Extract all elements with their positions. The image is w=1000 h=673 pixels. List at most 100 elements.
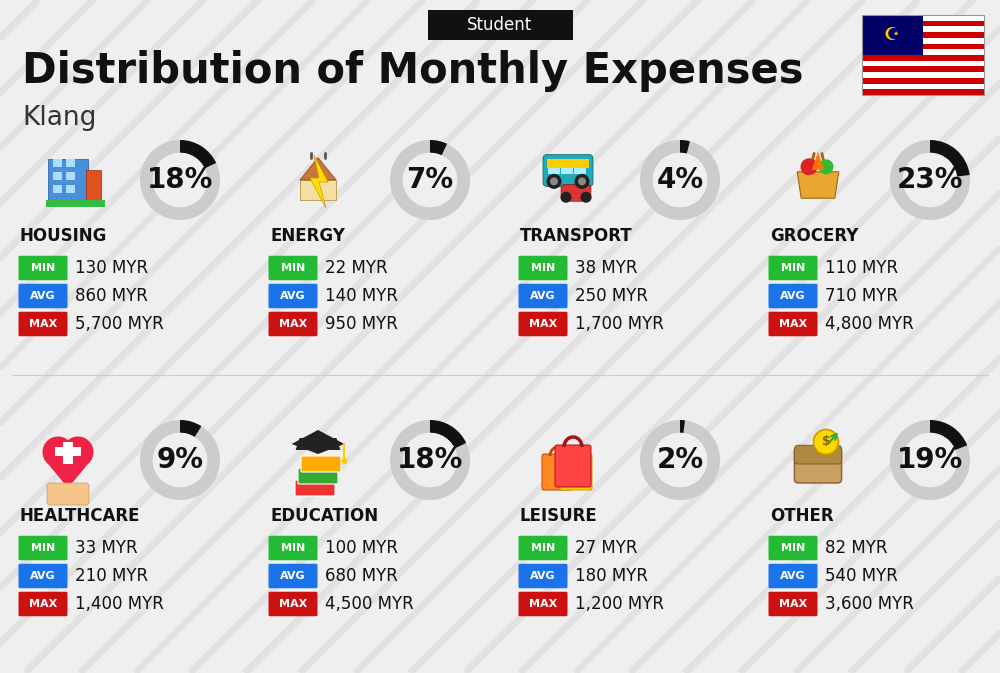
Text: Student: Student: [467, 16, 533, 34]
Text: 1,200 MYR: 1,200 MYR: [575, 595, 664, 613]
Text: $: $: [822, 435, 830, 448]
FancyBboxPatch shape: [794, 446, 842, 464]
Text: 7%: 7%: [406, 166, 454, 194]
Circle shape: [903, 433, 957, 487]
Text: AVG: AVG: [530, 571, 556, 581]
FancyBboxPatch shape: [268, 256, 318, 280]
Text: 860 MYR: 860 MYR: [75, 287, 148, 305]
Polygon shape: [292, 430, 344, 454]
Wedge shape: [140, 420, 220, 500]
FancyBboxPatch shape: [301, 456, 341, 472]
FancyBboxPatch shape: [86, 170, 101, 201]
Circle shape: [403, 153, 457, 207]
Polygon shape: [300, 180, 336, 200]
FancyBboxPatch shape: [518, 312, 568, 336]
Text: 250 MYR: 250 MYR: [575, 287, 648, 305]
Text: MIN: MIN: [31, 543, 55, 553]
FancyBboxPatch shape: [53, 185, 62, 193]
Text: 5,700 MYR: 5,700 MYR: [75, 315, 164, 333]
Text: 4,500 MYR: 4,500 MYR: [325, 595, 414, 613]
FancyBboxPatch shape: [862, 15, 923, 55]
Text: MAX: MAX: [529, 319, 557, 329]
FancyBboxPatch shape: [862, 72, 984, 78]
FancyBboxPatch shape: [268, 592, 318, 616]
FancyBboxPatch shape: [548, 164, 560, 174]
Wedge shape: [390, 140, 470, 220]
Text: 22 MYR: 22 MYR: [325, 259, 388, 277]
Wedge shape: [890, 140, 970, 220]
Text: TRANSPORT: TRANSPORT: [520, 227, 633, 245]
FancyBboxPatch shape: [862, 44, 984, 49]
Circle shape: [819, 160, 834, 174]
Text: 110 MYR: 110 MYR: [825, 259, 898, 277]
Text: 1,400 MYR: 1,400 MYR: [75, 595, 164, 613]
Text: 680 MYR: 680 MYR: [325, 567, 398, 585]
Text: AVG: AVG: [30, 571, 56, 581]
Circle shape: [341, 458, 347, 464]
FancyBboxPatch shape: [53, 159, 62, 167]
FancyBboxPatch shape: [428, 10, 572, 40]
Text: LEISURE: LEISURE: [520, 507, 598, 525]
Text: 140 MYR: 140 MYR: [325, 287, 398, 305]
FancyBboxPatch shape: [63, 442, 73, 464]
Text: MIN: MIN: [781, 543, 805, 553]
Text: 3,600 MYR: 3,600 MYR: [825, 595, 914, 613]
FancyBboxPatch shape: [298, 468, 338, 484]
Text: 23%: 23%: [897, 166, 963, 194]
Circle shape: [403, 433, 457, 487]
Wedge shape: [430, 420, 466, 448]
Polygon shape: [310, 155, 328, 208]
Wedge shape: [640, 420, 720, 500]
Text: Distribution of Monthly Expenses: Distribution of Monthly Expenses: [22, 50, 804, 92]
FancyBboxPatch shape: [769, 536, 818, 560]
FancyBboxPatch shape: [47, 483, 89, 505]
Text: MIN: MIN: [31, 263, 55, 273]
FancyBboxPatch shape: [769, 564, 818, 588]
Text: 38 MYR: 38 MYR: [575, 259, 637, 277]
Text: 4,800 MYR: 4,800 MYR: [825, 315, 914, 333]
Text: 33 MYR: 33 MYR: [75, 539, 138, 557]
FancyBboxPatch shape: [66, 185, 75, 193]
FancyBboxPatch shape: [547, 159, 589, 168]
Polygon shape: [812, 152, 824, 170]
FancyBboxPatch shape: [555, 445, 591, 487]
Text: MAX: MAX: [29, 319, 57, 329]
FancyBboxPatch shape: [769, 312, 818, 336]
FancyBboxPatch shape: [46, 200, 105, 207]
FancyBboxPatch shape: [561, 164, 573, 174]
Text: 710 MYR: 710 MYR: [825, 287, 898, 305]
Text: MIN: MIN: [281, 263, 305, 273]
Text: 18%: 18%: [397, 446, 463, 474]
Text: 130 MYR: 130 MYR: [75, 259, 148, 277]
Text: ☪: ☪: [883, 26, 899, 44]
FancyBboxPatch shape: [862, 83, 984, 90]
Wedge shape: [180, 140, 216, 168]
FancyBboxPatch shape: [862, 90, 984, 95]
FancyBboxPatch shape: [268, 284, 318, 308]
Circle shape: [546, 174, 562, 189]
FancyBboxPatch shape: [18, 256, 68, 280]
Text: 180 MYR: 180 MYR: [575, 567, 648, 585]
FancyBboxPatch shape: [862, 55, 984, 61]
Text: 2%: 2%: [656, 446, 704, 474]
Text: AVG: AVG: [780, 291, 806, 301]
Text: 18%: 18%: [147, 166, 213, 194]
FancyBboxPatch shape: [561, 184, 591, 201]
FancyBboxPatch shape: [518, 536, 568, 560]
Text: AVG: AVG: [780, 571, 806, 581]
Text: AVG: AVG: [280, 571, 306, 581]
Text: 210 MYR: 210 MYR: [75, 567, 148, 585]
Text: HEALTHCARE: HEALTHCARE: [20, 507, 140, 525]
FancyBboxPatch shape: [518, 592, 568, 616]
Wedge shape: [930, 420, 967, 450]
FancyBboxPatch shape: [862, 61, 984, 67]
FancyBboxPatch shape: [862, 67, 984, 72]
Text: Klang: Klang: [22, 105, 96, 131]
Wedge shape: [680, 420, 685, 433]
FancyBboxPatch shape: [295, 480, 335, 496]
Text: MIN: MIN: [531, 543, 555, 553]
Wedge shape: [180, 420, 201, 437]
FancyBboxPatch shape: [18, 592, 68, 616]
FancyBboxPatch shape: [18, 284, 68, 308]
FancyBboxPatch shape: [794, 447, 842, 483]
